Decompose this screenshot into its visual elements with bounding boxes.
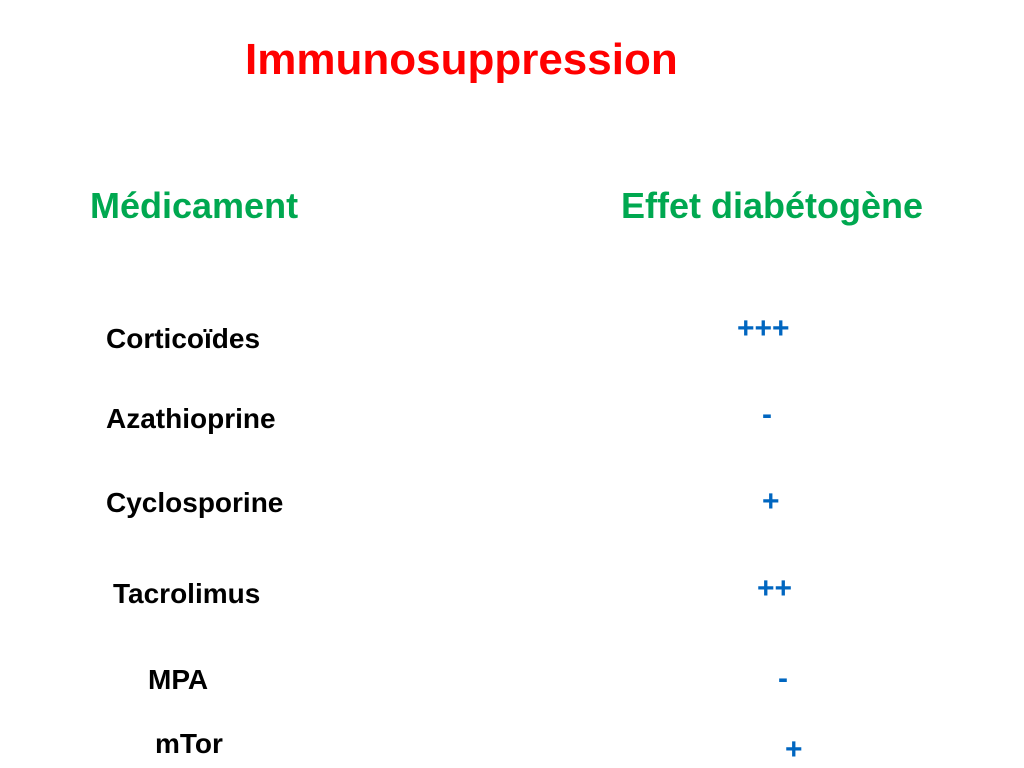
drug-name: MPA [148, 664, 209, 695]
effect-value: + [762, 485, 780, 518]
drug-name: Corticoïdes [106, 323, 261, 354]
effect-value: + [785, 733, 803, 766]
effect-value: ++ [757, 572, 793, 605]
drug-name: mTor [155, 728, 223, 759]
drug-name: Cyclosporine [106, 487, 284, 518]
slide-title: Immunosuppression [245, 35, 678, 84]
effect-value: - [762, 398, 772, 431]
drug-name: Azathioprine [106, 403, 276, 434]
drug-name: Tacrolimus [113, 578, 261, 609]
header-drug: Médicament [90, 185, 299, 226]
effect-value: +++ [737, 312, 790, 345]
effect-value: - [778, 662, 788, 695]
header-effect: Effet diabétogène [621, 185, 924, 226]
